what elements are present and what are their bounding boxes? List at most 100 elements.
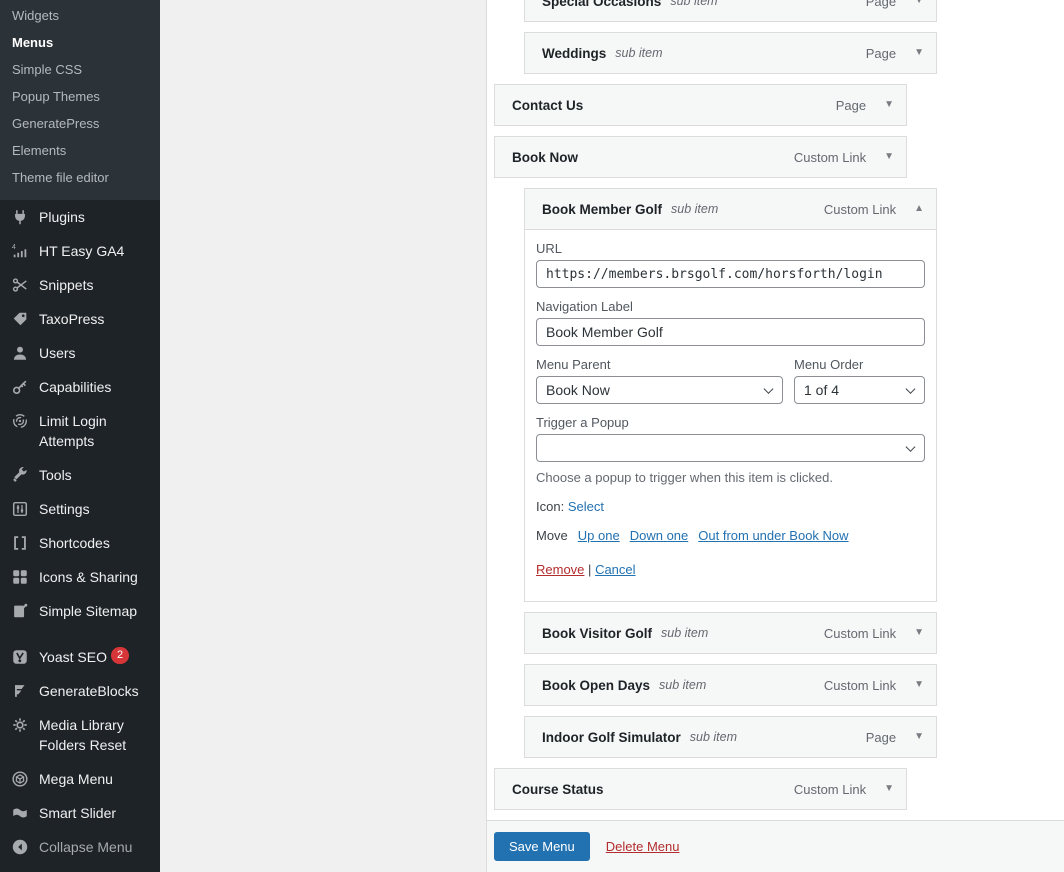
menu-item-book-member-golf[interactable]: Book Member Golf sub item Custom Link ▲	[524, 188, 937, 230]
menu-item-indoor-golf-simulator[interactable]: Indoor Golf Simulator sub item Page ▼	[524, 716, 937, 758]
delete-menu-link[interactable]: Delete Menu	[605, 839, 680, 854]
menu-item-book-now[interactable]: Book Now Custom Link ▼	[494, 136, 907, 178]
chevron-down-icon[interactable]: ▼	[914, 731, 924, 742]
item-type-label: Custom Link	[823, 677, 897, 693]
sidebar-item-smart-slider[interactable]: Smart Slider	[0, 796, 160, 830]
ribbon-icon	[10, 803, 30, 823]
icon-select-link[interactable]: Select	[567, 499, 604, 514]
menu-item-contact-us[interactable]: Contact Us Page ▼	[494, 84, 907, 126]
menu-item-title: Book Member Golf	[542, 201, 663, 217]
sidebar-item-label: Snippets	[39, 277, 94, 293]
sidebar-item-snippets[interactable]: Snippets	[0, 268, 160, 302]
actions-separator: |	[588, 562, 592, 577]
share-grid-icon	[10, 567, 30, 587]
sidebar-item-media-library-folders-reset[interactable]: Media Library Folders Reset	[0, 708, 160, 762]
wrench-icon	[10, 465, 30, 485]
menu-item-special-occasions[interactable]: Special Occasions sub item Page ▼	[524, 0, 937, 22]
sidebar-item-label: Capabilities	[39, 379, 112, 395]
sidebar-item-label: Yoast SEO 2	[39, 647, 152, 667]
sidebar-item-shortcodes[interactable]: Shortcodes	[0, 526, 160, 560]
menu-item-title: Book Visitor Golf	[542, 625, 653, 641]
menu-parent-value: Book Now	[546, 382, 610, 398]
sidebar-item-label: Limit Login Attempts	[39, 413, 107, 449]
chevron-down-icon[interactable]: ▼	[884, 99, 894, 110]
sidebar-item-icons-sharing[interactable]: Icons & Sharing	[0, 560, 160, 594]
collapse-menu-button[interactable]: Collapse Menu	[0, 830, 160, 864]
menu-item-book-member-golf-expanded: Book Member Golf sub item Custom Link ▲ …	[524, 188, 937, 602]
chevron-down-icon[interactable]: ▼	[884, 783, 894, 794]
menu-structure-panel: Special Occasions sub item Page ▼ Weddin…	[486, 0, 1064, 872]
menu-order-label: Menu Order	[794, 357, 864, 372]
chevron-down-icon[interactable]: ▼	[914, 679, 924, 690]
sidebar-item-label: Collapse Menu	[39, 839, 133, 855]
sidebar-item-generateblocks[interactable]: GenerateBlocks	[0, 674, 160, 708]
move-down-one-link[interactable]: Down one	[629, 528, 689, 543]
sub-item-label: sub item	[671, 202, 719, 216]
sidebar-item-yoast-seo[interactable]: Yoast SEO 2	[0, 640, 160, 674]
trigger-popup-label: Trigger a Popup	[536, 415, 629, 430]
cancel-link[interactable]: Cancel	[595, 562, 636, 577]
trigger-popup-help-text: Choose a popup to trigger when this item…	[536, 470, 833, 485]
menu-item-title: Book Open Days	[542, 677, 651, 693]
sidebar-item-theme-file-editor[interactable]: Theme file editor	[12, 170, 109, 185]
navigation-label-input[interactable]	[536, 318, 925, 346]
sidebar-item-simple-sitemap[interactable]: Simple Sitemap	[0, 594, 160, 628]
user-icon	[10, 343, 30, 363]
yoast-update-count-badge: 2	[110, 647, 130, 664]
chevron-down-icon[interactable]: ▼	[914, 0, 924, 6]
sub-item-label: sub item	[661, 626, 709, 640]
menu-item-list: Special Occasions sub item Page ▼ Weddin…	[487, 0, 1064, 810]
sub-item-label: sub item	[659, 678, 707, 692]
sidebar-item-elements[interactable]: Elements	[12, 143, 67, 158]
sidebar-item-users[interactable]: Users	[0, 336, 160, 370]
sidebar-item-taxopress[interactable]: TaxoPress	[0, 302, 160, 336]
url-input[interactable]	[536, 260, 925, 288]
chevron-down-icon[interactable]: ▼	[914, 627, 924, 638]
menu-item-title: Contact Us	[512, 97, 584, 113]
admin-content-area: Special Occasions sub item Page ▼ Weddin…	[160, 0, 1064, 872]
sidebar-item-label: GenerateBlocks	[39, 683, 139, 699]
menu-order-select[interactable]: 1 of 4	[794, 376, 925, 404]
sidebar-item-limit-login-attempts[interactable]: Limit Login Attempts	[0, 404, 160, 458]
item-type-label: Page	[865, 0, 897, 9]
menu-item-weddings[interactable]: Weddings sub item Page ▼	[524, 32, 937, 74]
sidebar-item-tools[interactable]: Tools	[0, 458, 160, 492]
navigation-label-label: Navigation Label	[536, 299, 633, 314]
remove-link[interactable]: Remove	[536, 562, 585, 577]
menu-item-course-status[interactable]: Course Status Custom Link ▼	[494, 768, 907, 810]
sidebar-item-capabilities[interactable]: Capabilities	[0, 370, 160, 404]
sidebar-item-label: Mega Menu	[39, 771, 113, 787]
sidebar-item-label: Plugins	[39, 209, 85, 225]
item-type-label: Custom Link	[823, 625, 897, 641]
move-out-from-under-link[interactable]: Out from under Book Now	[698, 528, 849, 543]
menu-parent-select[interactable]: Book Now	[536, 376, 783, 404]
trigger-popup-select[interactable]	[536, 434, 925, 462]
icon-label: Icon:	[536, 499, 565, 514]
appearance-submenu: Widgets Menus Simple CSS Popup Themes Ge…	[0, 0, 160, 200]
brackets-icon	[10, 533, 30, 553]
save-menu-button[interactable]: Save Menu	[494, 832, 590, 861]
sidebar-item-simple-css[interactable]: Simple CSS	[12, 62, 83, 77]
gear-icon	[10, 715, 30, 735]
sidebar-item-popup-themes[interactable]: Popup Themes	[12, 89, 100, 104]
sidebar-item-mega-menu[interactable]: Mega Menu	[0, 762, 160, 796]
yoast-y-icon	[10, 647, 30, 667]
sidebar-item-widgets[interactable]: Widgets	[12, 8, 59, 23]
item-type-label: Page	[835, 97, 867, 113]
menu-item-book-open-days[interactable]: Book Open Days sub item Custom Link ▼	[524, 664, 937, 706]
menu-item-book-visitor-golf[interactable]: Book Visitor Golf sub item Custom Link ▼	[524, 612, 937, 654]
chevron-down-icon[interactable]: ▼	[884, 151, 894, 162]
move-up-one-link[interactable]: Up one	[577, 528, 620, 543]
fingerprint-icon	[10, 411, 30, 431]
chevron-down-icon[interactable]: ▼	[914, 47, 924, 58]
sidebar-item-ht-easy-ga4[interactable]: 4 HT Easy GA4	[0, 234, 160, 268]
sidebar-item-plugins[interactable]: Plugins	[0, 200, 160, 234]
sidebar-item-label: Users	[39, 345, 76, 361]
sidebar-item-menus[interactable]: Menus	[12, 35, 54, 50]
sidebar-item-label: TaxoPress	[39, 311, 105, 327]
chevron-up-icon[interactable]: ▲	[914, 203, 924, 214]
sidebar-item-generatepress[interactable]: GeneratePress	[12, 116, 100, 131]
sidebar-item-settings[interactable]: Settings	[0, 492, 160, 526]
key-icon	[10, 377, 30, 397]
sidebar-item-label: Shortcodes	[39, 535, 110, 551]
